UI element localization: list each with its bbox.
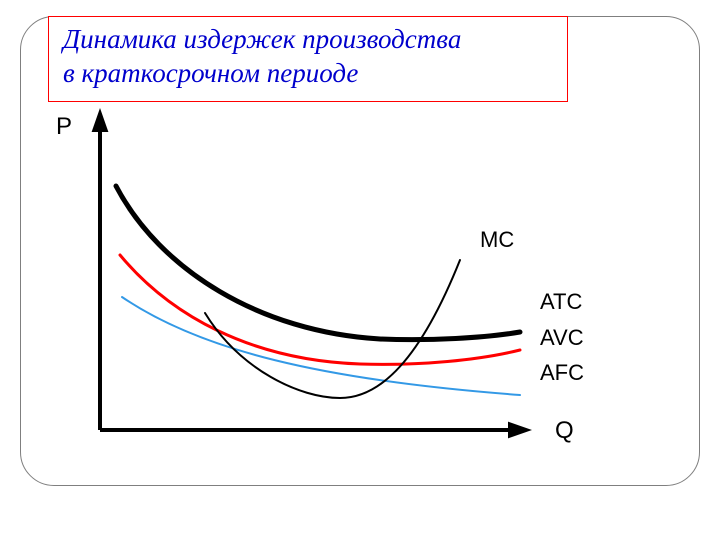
cost-curves-chart	[0, 0, 720, 540]
curve-mc	[205, 260, 460, 398]
axis-label-p: P	[56, 113, 72, 141]
slide: Динамика издержек производства в краткос…	[0, 0, 720, 540]
curve-avc	[120, 255, 520, 364]
label-afc: AFC	[540, 360, 584, 386]
label-mc: MC	[480, 227, 514, 253]
label-avc: AVC	[540, 325, 584, 351]
x-axis-arrow	[508, 422, 532, 439]
axes-group	[92, 108, 532, 438]
axis-label-q: Q	[555, 417, 574, 445]
y-axis-arrow	[92, 108, 109, 132]
label-atc: ATC	[540, 289, 582, 315]
